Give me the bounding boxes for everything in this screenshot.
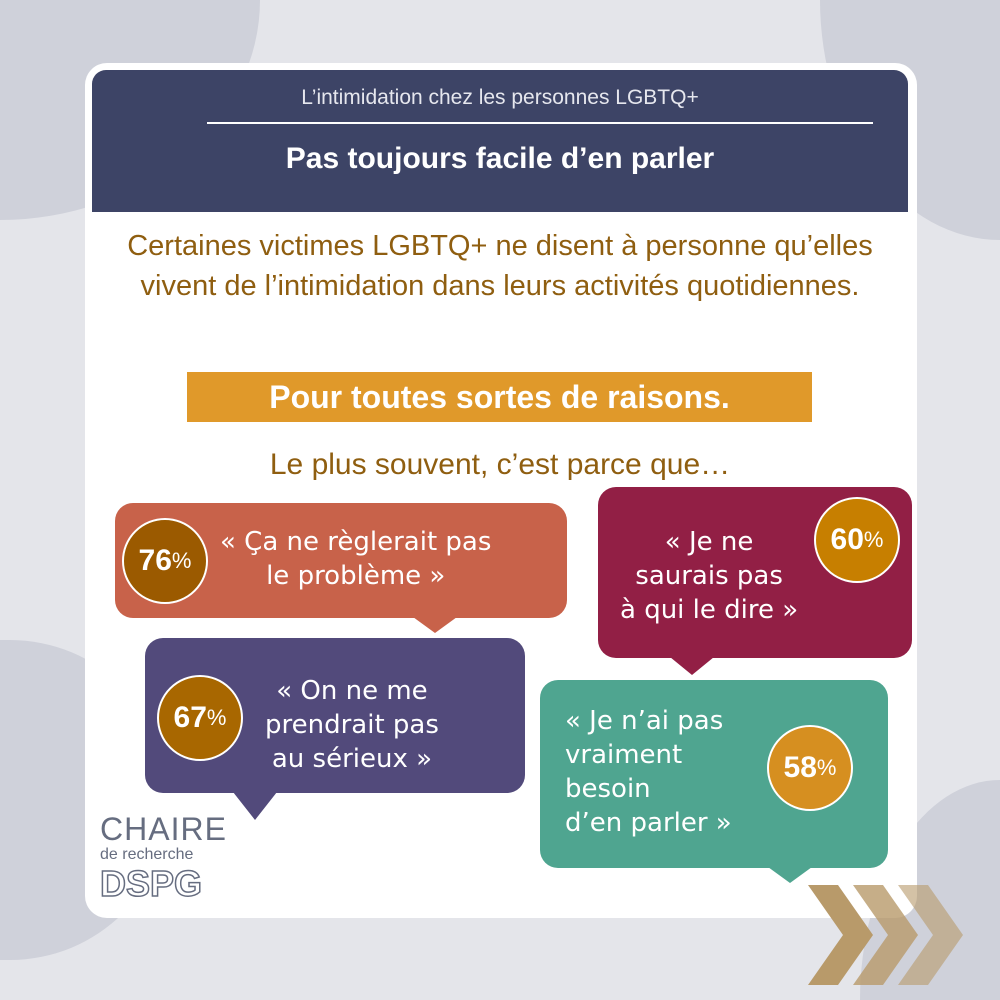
header-divider <box>207 122 873 124</box>
page-title: Pas toujours facile d’en parler <box>285 142 715 175</box>
bubble-tail <box>233 792 277 820</box>
logo-line-2: de recherche <box>100 846 194 863</box>
percent-sign: % <box>816 755 837 780</box>
logo-line-3: DSPG <box>99 863 203 905</box>
chaire-dspg-logo: CHAIRE de recherche DSPG <box>99 811 227 905</box>
percent-sign: % <box>863 527 884 552</box>
highlight-banner: Pour toutes sortes de raisons. <box>187 372 812 422</box>
bubble-tail <box>413 617 457 633</box>
percent-badge: 58% <box>767 725 853 811</box>
reason-quote: « Ça ne règlerait pas le problème » <box>220 527 492 591</box>
percent-badge: 60% <box>814 497 900 583</box>
percent-badge: 76% <box>122 518 208 604</box>
percent-sign: % <box>171 548 192 573</box>
percent-value: 67 <box>173 701 207 734</box>
reason-quote: « Je n’ai pas vraiment besoin d’en parle… <box>565 706 732 838</box>
bubble-tail <box>768 867 812 883</box>
percent-badge: 67% <box>157 675 243 761</box>
header-subtitle: L’intimidation chez les personnes LGBTQ+ <box>301 86 699 109</box>
logo-line-1: CHAIRE <box>100 811 227 847</box>
percent-value: 60 <box>830 523 864 556</box>
reason-quote: « Je ne saurais pas à qui le dire » <box>620 527 799 625</box>
chevron-shape <box>898 885 963 985</box>
chevron-shape <box>808 885 873 985</box>
percent-value: 58 <box>783 751 817 784</box>
lead-text: Le plus souvent, c’est parce que… <box>269 448 731 481</box>
reason-quote: « On ne me prendrait pas au sérieux » <box>265 676 439 774</box>
chevrons-decoration <box>808 885 963 985</box>
chevron-shape <box>853 885 918 985</box>
bubble-tail <box>670 657 714 675</box>
percent-sign: % <box>206 705 227 730</box>
percent-value: 76 <box>138 544 172 577</box>
intro-text: Certaines victimes LGBTQ+ ne disent à pe… <box>127 230 873 302</box>
header-banner: L’intimidation chez les personnes LGBTQ+… <box>92 70 908 212</box>
